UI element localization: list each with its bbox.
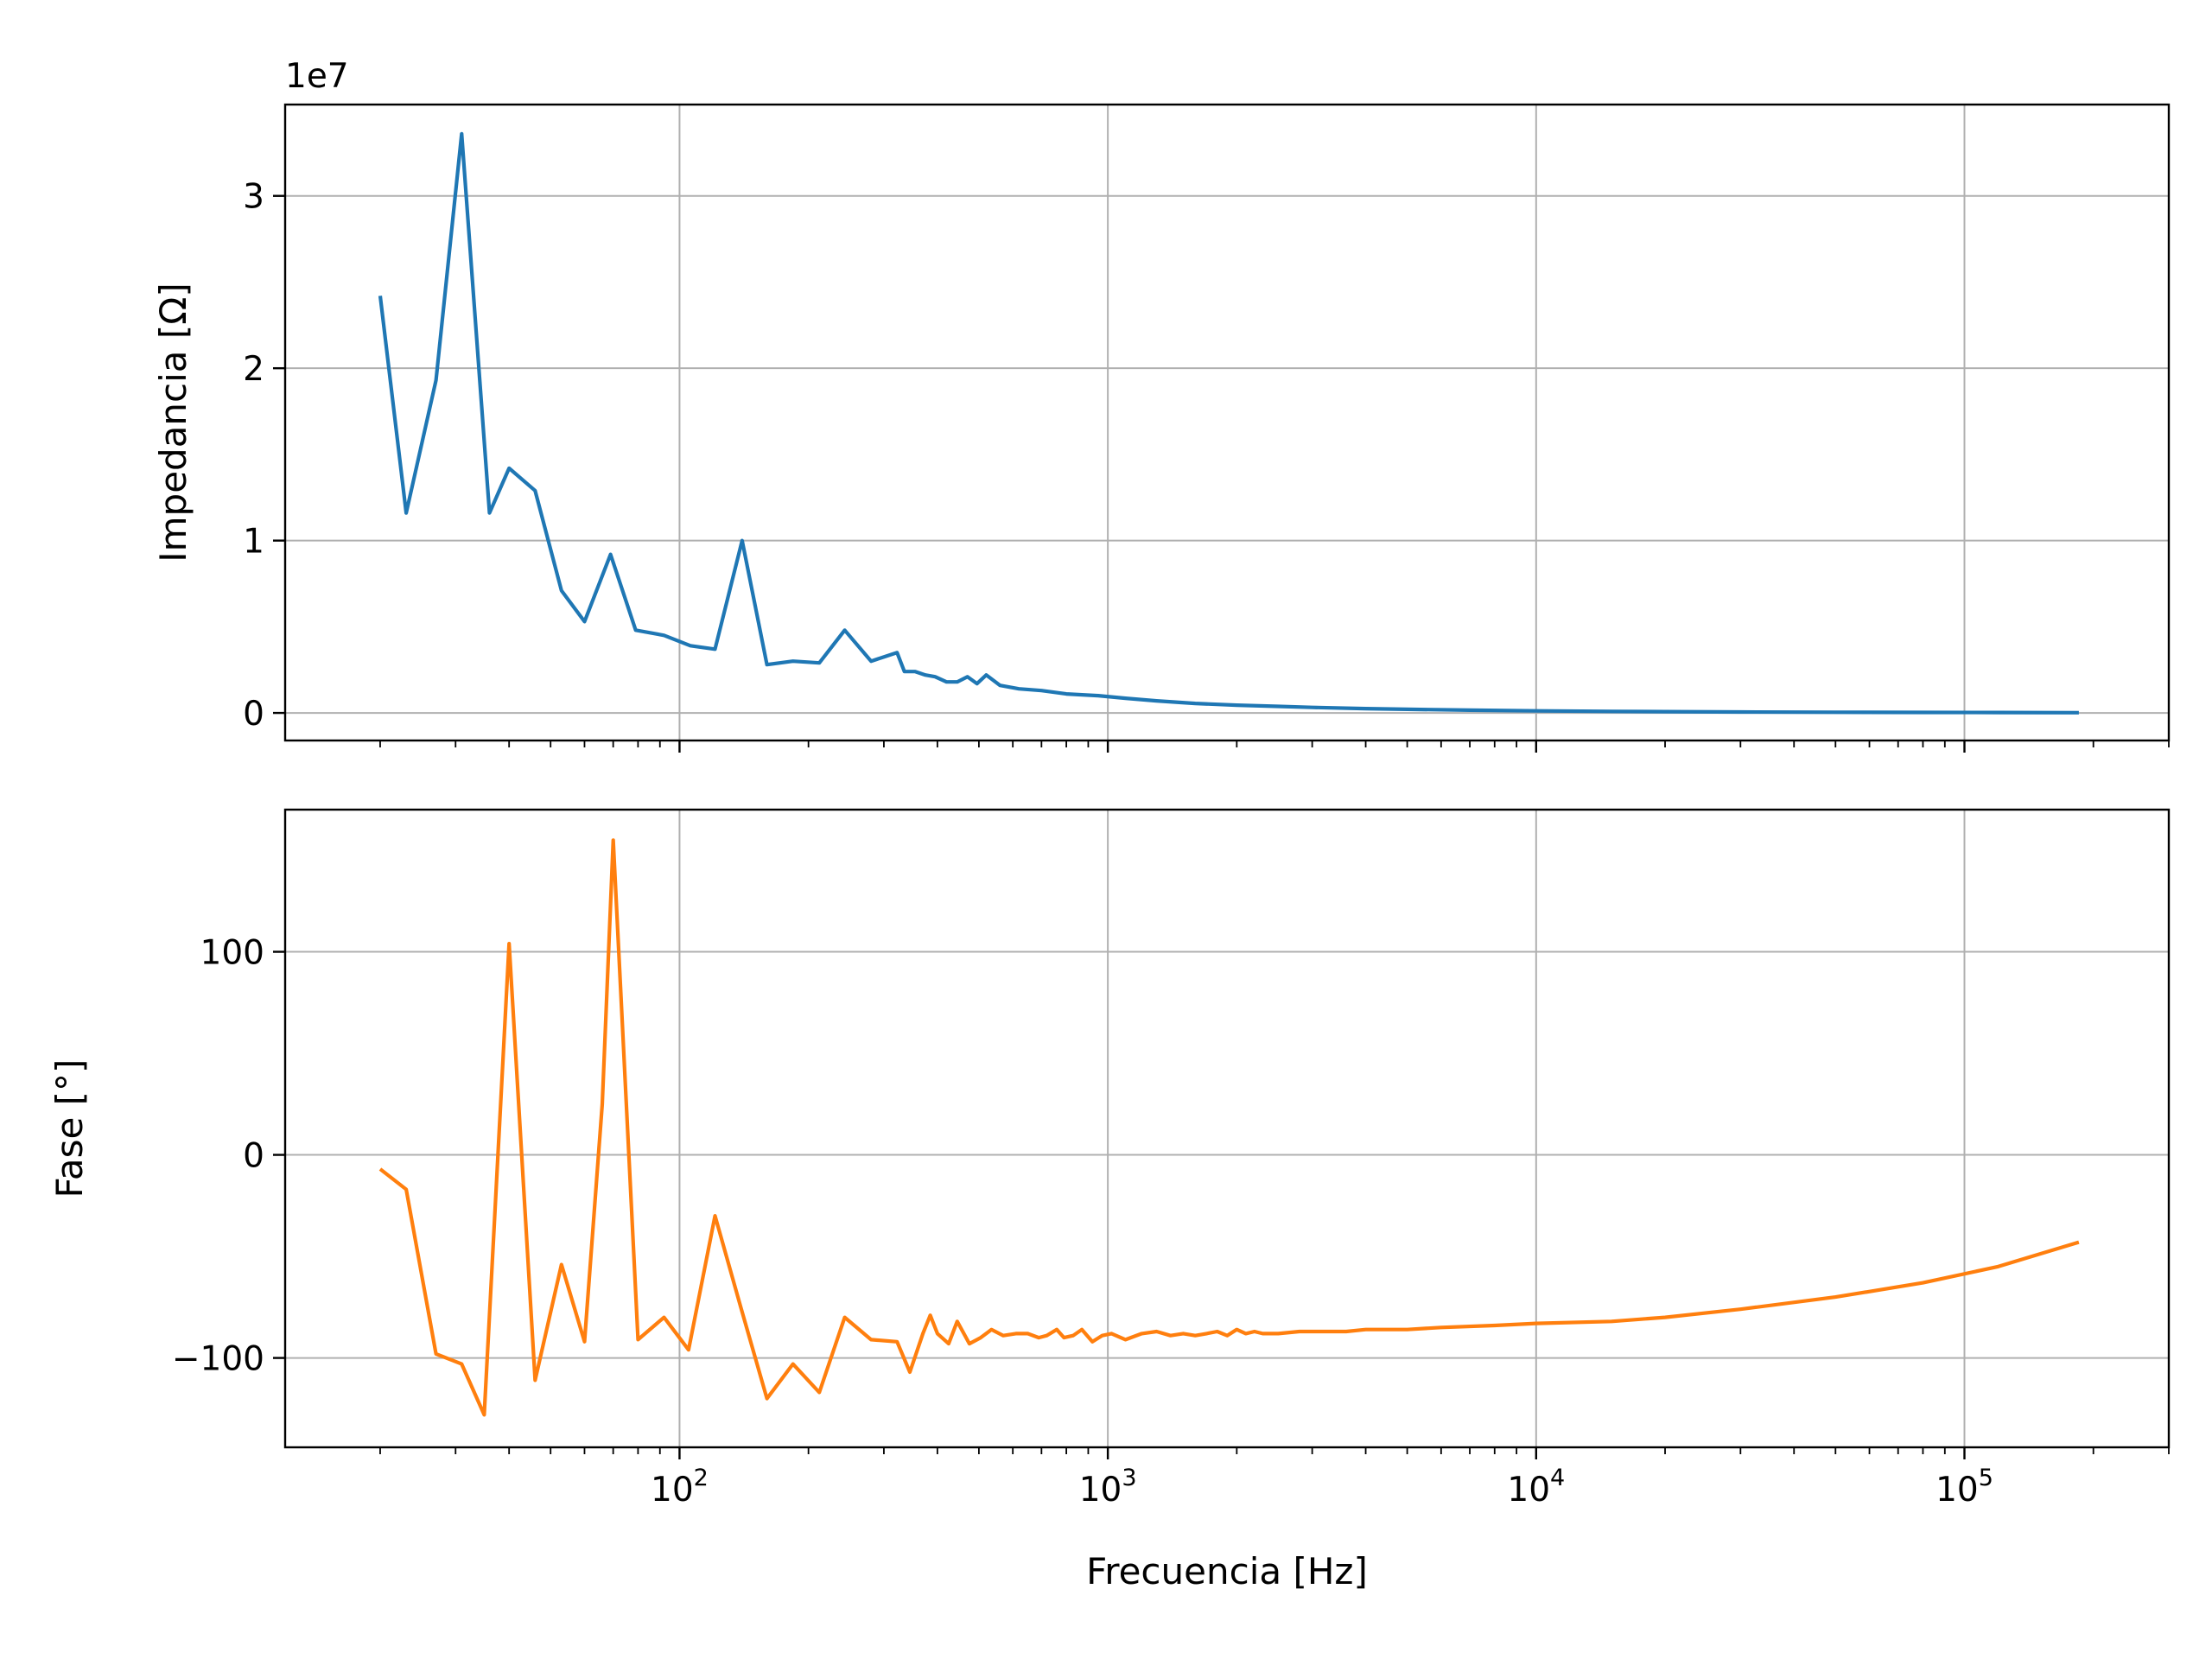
phase-ytick-label: −100	[172, 1340, 264, 1379]
impedance-ytick-label: 3	[243, 178, 264, 217]
impedance-panel: 0 1 2 3 1e7 Impedancia [Ω]	[152, 57, 2171, 753]
impedance-line	[378, 131, 2079, 715]
xtick-label: 102	[651, 1465, 709, 1510]
phase-line	[378, 838, 2080, 1417]
phase-grid	[285, 810, 2169, 1447]
impedance-grid	[285, 105, 2169, 741]
impedance-ylabel: Impedancia [Ω]	[152, 283, 194, 563]
phase-panel: 102 103 104 105 −100 0 100 Fase [°] Frecuencia…	[48, 808, 2171, 1592]
frequency-xlabel: Frecuencia [Hz]	[1086, 1550, 1368, 1592]
xtick-label: 104	[1507, 1465, 1565, 1510]
xtick-label: 103	[1079, 1465, 1137, 1510]
phase-ytick-label: 0	[243, 1137, 264, 1176]
impedance-offset-label: 1e7	[285, 57, 349, 96]
impedance-ytick-label: 2	[243, 350, 264, 389]
phase-ylabel: Fase [°]	[48, 1059, 91, 1198]
phase-series	[378, 838, 2080, 1417]
impedance-axes-frame	[283, 103, 2171, 742]
impedance-series	[378, 131, 2079, 715]
phase-ticks: 102 103 104 105 −100 0 100	[172, 934, 2170, 1510]
impedance-ytick-label: 1	[243, 523, 264, 562]
xtick-label: 105	[1936, 1465, 1993, 1510]
phase-ytick-label: 100	[200, 934, 264, 973]
phase-axes-frame	[283, 808, 2171, 1449]
impedance-ticks: 0 1 2 3	[243, 178, 2170, 753]
impedance-ytick-label: 0	[243, 695, 264, 734]
